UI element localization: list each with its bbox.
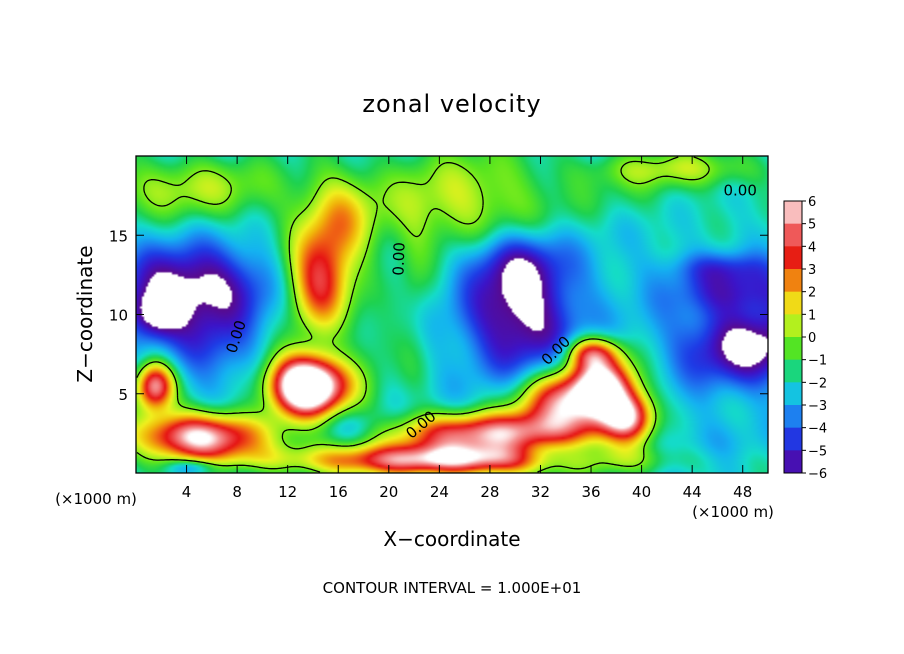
colorbar-swatch (784, 246, 802, 270)
x-tick-label: 20 (379, 483, 398, 501)
colorbar-swatch (784, 382, 802, 406)
contour-label: 0.00 (389, 242, 408, 276)
colorbar-label: 0 (808, 331, 816, 346)
heatmap-field (136, 156, 768, 473)
x-tick-label: 4 (182, 483, 192, 501)
x-tick-label: 36 (581, 483, 600, 501)
x-unit-left: (×1000 m) (55, 490, 137, 508)
x-tick-label: 12 (278, 483, 297, 501)
colorbar-swatch (784, 314, 802, 338)
colorbar-label: −1 (808, 354, 827, 369)
x-axis-label: X−coordinate (383, 527, 520, 551)
x-unit-right: (×1000 m) (692, 503, 774, 521)
contour-interval-note: CONTOUR INTERVAL = 1.000E+01 (323, 579, 582, 597)
colorbar-swatch (784, 450, 802, 474)
x-tick-label: 44 (683, 483, 702, 501)
contour-label: 0.00 (723, 182, 756, 200)
colorbar-label: −6 (808, 467, 827, 482)
colorbar-label: 6 (808, 195, 816, 210)
colorbar-label: 5 (808, 218, 816, 233)
zero-contour-group (136, 156, 710, 473)
chart-title: zonal velocity (362, 90, 541, 118)
colorbar-label: −5 (808, 444, 827, 459)
colorbar-label: −4 (808, 422, 827, 437)
y-tick-label: 10 (109, 307, 128, 325)
y-axis-label: Z−coordinate (73, 245, 97, 382)
x-tick-label: 32 (531, 483, 550, 501)
y-axis: 5 10 15 (109, 227, 768, 404)
x-axis: 4 8 12 16 20 24 28 32 36 40 44 48 (182, 156, 752, 501)
x-tick-label: 16 (329, 483, 348, 501)
x-tick-label: 48 (733, 483, 752, 501)
colorbar-label: 2 (808, 286, 816, 301)
colorbar-swatch (784, 201, 802, 225)
x-tick-label: 28 (480, 483, 499, 501)
x-tick-label: 40 (632, 483, 651, 501)
colorbar-swatch (784, 291, 802, 315)
colorbar-label: 1 (808, 308, 816, 323)
colorbar: 6 5 4 3 2 1 0 −1 −2 −3 −4 −5 −6 (783, 195, 827, 482)
colorbar-label: 3 (808, 263, 816, 278)
colorbar-label: 4 (808, 240, 816, 255)
y-tick-label: 15 (109, 227, 128, 245)
plot-area: 0.000.000.000.000.00 (135, 155, 769, 474)
zero-contour-line (136, 156, 710, 473)
colorbar-label: −3 (808, 399, 827, 414)
colorbar-swatch (784, 269, 802, 293)
colorbar-swatch (784, 337, 802, 361)
colorbar-swatch (784, 405, 802, 429)
y-tick-label: 5 (118, 386, 128, 404)
colorbar-swatch (784, 223, 802, 247)
colorbar-swatch (784, 359, 802, 383)
colorbar-label: −2 (808, 376, 827, 391)
x-tick-label: 24 (430, 483, 449, 501)
colorbar-swatch (784, 427, 802, 451)
x-tick-label: 8 (232, 483, 242, 501)
